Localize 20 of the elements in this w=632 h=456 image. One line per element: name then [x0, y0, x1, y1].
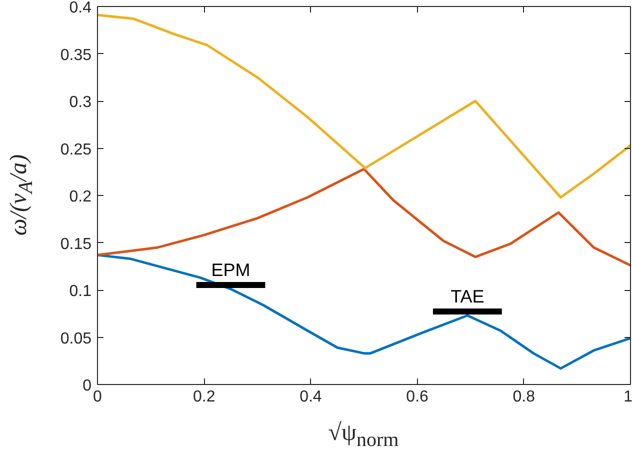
annotation: TAE: [450, 286, 484, 307]
y-tick-label: 0.35: [60, 46, 92, 64]
y-tick-label: 0.4: [69, 0, 92, 16]
y-tick-label: 0.2: [69, 188, 92, 206]
x-tick-label: 0.4: [300, 388, 322, 406]
x-tick-label: 0.6: [406, 388, 429, 406]
annotation: EPM: [211, 260, 250, 280]
x-axis-title: √ψ$_{norm}$: [328, 420, 399, 451]
x-tick-label: 0.2: [192, 388, 216, 406]
y-tick-label: 0.15: [60, 236, 92, 253]
y-tick-label: 0.1: [69, 283, 92, 300]
line-series: [98, 14, 630, 199]
y-tick-label: 0: [82, 378, 92, 394]
x-tick-label: 1: [624, 388, 632, 406]
y-tick-label: 0.25: [60, 141, 92, 158]
y-tick-label: 0.3: [69, 94, 92, 111]
y-tick-label: 0.05: [60, 330, 92, 348]
x-tick-label: 0.8: [512, 388, 536, 406]
x-tick-label: 0: [93, 388, 102, 406]
line-series: [98, 254, 630, 370]
